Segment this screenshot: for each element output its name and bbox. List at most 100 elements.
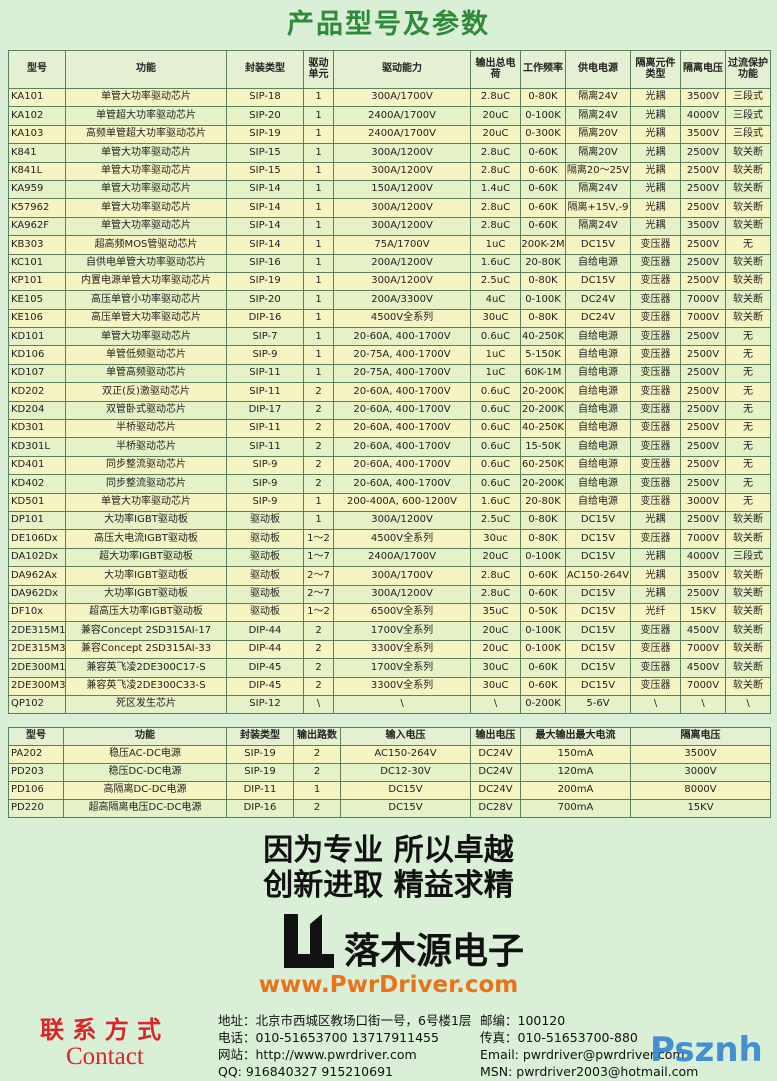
cell: 变压器 — [630, 437, 681, 457]
cell: SIP-11 — [226, 363, 304, 384]
cell: SIP-11 — [226, 419, 304, 439]
cell: SIP-14 — [226, 235, 304, 255]
table-row: KA102 单管超大功率驱动芯片 SIP-20 1 2400A/1700V 20uC 0-1… — [8, 106, 771, 126]
cell: 软关断 — [725, 510, 771, 531]
cell: 无 — [725, 235, 771, 255]
cell: 软关断 — [725, 676, 771, 696]
cell: 4000V — [680, 547, 726, 568]
table-row: K841L 单管大功率驱动芯片 SIP-15 1 300A/1200V 2.8uC 0-60… — [8, 161, 771, 181]
cell: 无 — [725, 419, 771, 439]
cell: 软关断 — [725, 179, 771, 200]
header-cell: 型号 — [8, 727, 64, 746]
cell: 1 — [303, 235, 334, 255]
cell: DE106Dx — [8, 529, 66, 549]
cell: 2DE300M33 — [8, 676, 66, 696]
cell: 软关断 — [725, 566, 771, 586]
table-row: K57962 单管大功率驱动芯片 SIP-14 1 300A/1200V 2.8uC 0-6… — [8, 198, 771, 218]
cell: 20uC — [470, 124, 521, 145]
cell: 20-75A, 400-1700V — [333, 363, 471, 384]
cell: 三段式 — [725, 106, 771, 126]
cell: 自给电源 — [565, 474, 631, 494]
cell: 光耦 — [630, 143, 681, 163]
cell: AC150-264V — [340, 745, 471, 764]
cell: 20-60A, 400-1700V — [333, 474, 471, 494]
cell: 300A/1700V — [333, 87, 471, 108]
cell: 75A/1700V — [333, 235, 471, 255]
cell: 2DE315M33 — [8, 639, 66, 660]
cell: 2500V — [680, 510, 726, 531]
cell: 变压器 — [630, 271, 681, 292]
cell: 1uC — [470, 363, 521, 384]
cell: 变压器 — [630, 676, 681, 696]
cell: DC24V — [565, 290, 631, 310]
cell: 2500V — [680, 382, 726, 402]
contact-right: 邮编：100120 传真：010-51653700-880 Email: pwrdr… — [480, 1012, 698, 1080]
cell: 2500V — [680, 235, 726, 255]
cell: SIP-9 — [226, 345, 304, 365]
cell: 300A/1700V — [333, 566, 471, 586]
cell: 1700V全系列 — [333, 621, 471, 641]
cell: 隔离24V — [565, 179, 631, 200]
cell: 双管卧式驱动芯片 — [65, 400, 227, 421]
cell: 200A/1200V — [333, 253, 471, 273]
cell: 0-60K — [520, 676, 566, 696]
cell: 2500V — [680, 455, 726, 476]
table-row: QP102 死区发生芯片 SIP-12 \ \ \ 0-200K 5-6V \ \ \ — [8, 694, 771, 715]
cell: 大功率IGBT驱动板 — [65, 566, 227, 586]
header-cell: 封装类型 — [226, 50, 304, 89]
table-row: KC101 自供电单管大功率驱动芯片 SIP-16 1 200A/1200V 1.6uC 2… — [8, 253, 771, 273]
cell: 单管大功率驱动芯片 — [65, 143, 227, 163]
cell: 5-150K — [520, 345, 566, 365]
cell: 高压单管小功率驱动芯片 — [65, 290, 227, 310]
cell: 200mA — [520, 781, 631, 800]
cell: DIP-45 — [226, 676, 304, 696]
cell: 2500V — [680, 198, 726, 218]
website[interactable]: www.PwrDriver.com — [258, 972, 519, 998]
cell: 变压器 — [630, 621, 681, 641]
cell: 120mA — [520, 763, 631, 782]
cell: 0-80K — [520, 87, 566, 108]
cell: 30uC — [470, 308, 521, 329]
cell: 2DE315M17 — [8, 621, 66, 641]
cell: 2.8uC — [470, 584, 521, 604]
cell: DIP-44 — [226, 639, 304, 660]
cell: 4500V — [680, 621, 726, 641]
cell: 自给电源 — [565, 253, 631, 273]
cell: 0-50K — [520, 602, 566, 623]
cell: DC15V — [340, 781, 471, 800]
table-row: KP101 内置电源单管大功率驱动芯片 SIP-19 1 300A/1200V 2.5uC… — [8, 271, 771, 292]
table-row: KA959 单管大功率驱动芯片 SIP-14 1 150A/1200V 1.4uC 0-60… — [8, 179, 771, 200]
cell: KD107 — [8, 363, 66, 384]
cell: 无 — [725, 363, 771, 384]
slogan: 创新进取 精益求精 — [263, 868, 514, 903]
cell: 3000V — [630, 763, 771, 782]
header-cell: 型号 — [8, 50, 66, 89]
cell: 自供电单管大功率驱动芯片 — [65, 253, 227, 273]
table-row: 2DE315M33兼容Concept 2SD315AI-33DIP-442330… — [8, 639, 771, 660]
cell: 0.6uC — [470, 474, 521, 494]
cell: 软关断 — [725, 198, 771, 218]
contact-line: 地址：北京市西城区教场口街一号，6号楼1层 — [218, 1013, 472, 1028]
cell: 变压器 — [630, 253, 681, 273]
table-row: DE106Dx 高压大电流IGBT驱动板 驱动板 1～2 4500V全系列 30uc 0-8… — [8, 529, 771, 549]
cell: 无 — [725, 382, 771, 402]
slogan: 因为专业 所以卓越 — [263, 833, 514, 868]
cell: K841 — [8, 143, 66, 163]
cell: 兼容Concept 2SD315AI-33 — [65, 639, 227, 660]
cell: 2500V — [680, 363, 726, 384]
cell: 0-60K — [520, 216, 566, 237]
cell: DC15V — [565, 235, 631, 255]
header-cell: 输出电压 — [470, 727, 521, 746]
cell: 半桥驱动芯片 — [65, 419, 227, 439]
cell: 7000V — [680, 308, 726, 329]
cell: 700mA — [520, 799, 631, 818]
cell: 同步整流驱动芯片 — [65, 474, 227, 494]
cell: 兼容Concept 2SD315AI-17 — [65, 621, 227, 641]
cell: 软关断 — [725, 143, 771, 163]
cell: SIP-18 — [226, 87, 304, 108]
table-row: K841 单管大功率驱动芯片 SIP-15 1 300A/1200V 2.8uC 0-60K… — [8, 143, 771, 163]
cell: KD301L — [8, 437, 66, 457]
table-row: KB303 超高频MOS管驱动芯片 SIP-14 1 75A/1700V 1uC 200K-… — [8, 235, 771, 255]
cell: KP101 — [8, 271, 66, 292]
